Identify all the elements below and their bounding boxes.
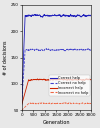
X-axis label: Generation: Generation	[43, 120, 70, 125]
Y-axis label: # of decisions: # of decisions	[4, 40, 8, 75]
Legend: Correct help, Correct no help, Incorrect help, Incorrect no help: Correct help, Correct no help, Incorrect…	[49, 75, 90, 96]
